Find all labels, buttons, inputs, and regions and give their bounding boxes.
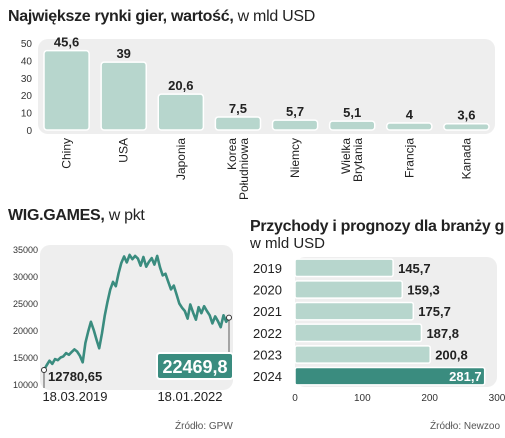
category-label: 2019	[253, 261, 282, 276]
y-tick-label: 35000	[13, 245, 38, 255]
plot-background	[38, 39, 495, 134]
revenue-title-text: Przychody i prognozy dla branży gier,	[250, 218, 505, 235]
category-label: Wielka	[339, 138, 353, 174]
category-label: Niemcy	[288, 138, 302, 178]
bar-value-label: 4	[406, 107, 414, 122]
bar	[294, 366, 486, 386]
wig-line-chart: 10000 15000 20000 25000 30000 35000 12780,65 22…	[13, 245, 234, 404]
bar-value-label: 5,7	[286, 104, 304, 119]
y-tick-label: 10	[21, 109, 33, 120]
bar	[294, 323, 423, 343]
end-value-label: 22469,8	[162, 357, 227, 377]
bar-value-label: 145,7	[398, 261, 431, 276]
x-tick-label: 100	[354, 393, 371, 404]
bar-value-label: 175,7	[418, 304, 451, 319]
category-label: 2024	[253, 369, 282, 384]
wig-subtitle-text: w pkt	[108, 207, 145, 224]
end-point	[226, 314, 232, 321]
y-tick-label: 40	[21, 56, 33, 67]
bar	[100, 61, 148, 131]
bar	[157, 93, 205, 131]
bar	[214, 116, 262, 131]
category-label: Francja	[402, 138, 416, 178]
revenue-source: Źródło: Newzoo	[430, 421, 501, 432]
bar	[271, 119, 319, 131]
bar-value-label: 281,7	[449, 369, 482, 384]
category-label: Brytania	[351, 138, 365, 182]
y-tick-label: 50	[21, 39, 33, 50]
bar	[385, 122, 433, 131]
bar-value-label: 45,6	[54, 35, 79, 50]
end-value-box	[156, 352, 234, 380]
revenue-bar-chart: 2019 145,7 2020 159,3 2021 175,7 2022 187,8 2023…	[253, 257, 505, 404]
category-label: 2020	[253, 283, 282, 298]
bar-value-label: 159,3	[407, 283, 440, 298]
x-end-date: 18.01.2022	[157, 389, 222, 404]
start-point	[41, 366, 47, 373]
wig-title-text: WIG.GAMES,	[8, 207, 105, 224]
revenue-chart-title: Przychody i prognozy dla branży gier,	[250, 218, 505, 236]
revenue-subtitle-text: w mld USD	[250, 235, 326, 252]
markets-subtitle-text: w mld USD	[237, 8, 316, 25]
bar-value-label: 20,6	[168, 78, 193, 93]
bar-value-label: 39	[116, 46, 130, 61]
bar	[328, 120, 376, 131]
y-tick-label: 15000	[13, 353, 38, 363]
x-tick-label: 0	[292, 393, 298, 404]
y-tick-label: 20	[21, 91, 33, 102]
y-tick-label: 25000	[13, 299, 38, 309]
wig-source: Źródło: GPW	[175, 421, 233, 432]
category-label: USA	[117, 138, 131, 163]
category-label: Chiny	[60, 138, 74, 169]
category-label: 2021	[253, 304, 282, 319]
bar-value-label: 200,8	[435, 348, 468, 363]
bar-value-label: 5,1	[343, 105, 361, 120]
y-tick-label: 30	[21, 74, 33, 85]
markets-title-text: Największe rynki gier, wartość,	[8, 8, 234, 25]
bar	[294, 280, 404, 299]
y-tick-label: 10000	[13, 380, 38, 390]
category-label: Kanada	[459, 138, 473, 180]
markets-chart-title: Największe rynki gier, wartość, w mld US…	[8, 8, 315, 26]
x-tick-label: 300	[489, 393, 505, 404]
y-tick-label: 20000	[13, 326, 38, 336]
bar	[294, 301, 415, 321]
x-start-date: 18.03.2019	[42, 389, 107, 404]
category-label: Japonia	[174, 138, 188, 180]
bar-value-label: 7,5	[229, 101, 247, 116]
y-tick-label: 30000	[13, 272, 38, 282]
wig-chart-title: WIG.GAMES, w pkt	[8, 207, 145, 225]
category-label: Południowa	[237, 138, 251, 200]
bar	[43, 49, 90, 131]
bar	[294, 258, 394, 278]
bar	[294, 345, 431, 364]
markets-bar-chart: 0 10 20 30 40 50 45,6 Chiny 39 USA 20,6 Japonia 7,5 K…	[21, 35, 495, 200]
start-value-label: 12780,65	[48, 369, 102, 384]
y-tick-label: 0	[26, 126, 32, 137]
category-label: Korea	[225, 138, 239, 170]
bar-value-label: 187,8	[426, 326, 459, 341]
category-label: 2022	[253, 326, 282, 341]
x-tick-label: 200	[421, 393, 438, 404]
series-line	[42, 253, 231, 371]
category-label: 2023	[253, 348, 282, 363]
bar	[443, 122, 490, 131]
bar-value-label: 3,6	[457, 108, 475, 123]
